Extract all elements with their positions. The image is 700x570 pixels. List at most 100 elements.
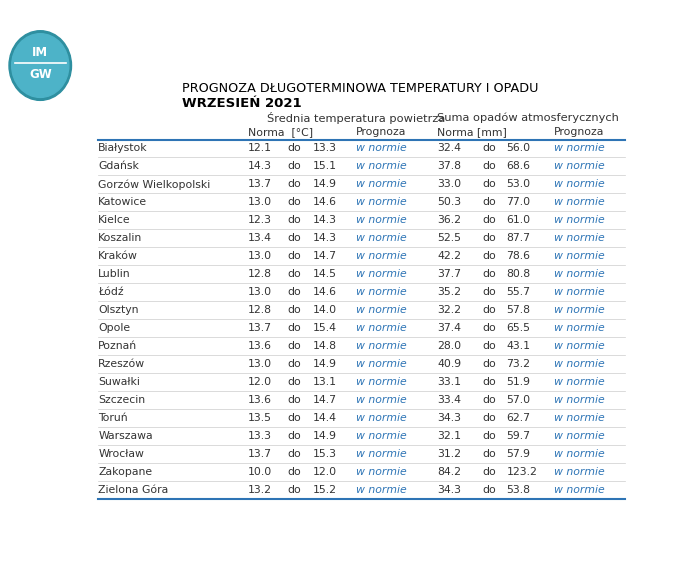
Text: 14.6: 14.6 xyxy=(313,197,337,207)
Text: Gdańsk: Gdańsk xyxy=(98,161,139,172)
Text: 37.8: 37.8 xyxy=(438,161,461,172)
Text: Warszawa: Warszawa xyxy=(98,431,153,441)
Text: 13.7: 13.7 xyxy=(248,449,272,459)
Text: 33.4: 33.4 xyxy=(438,396,461,405)
Text: 14.9: 14.9 xyxy=(313,431,337,441)
Text: do: do xyxy=(287,306,301,315)
Text: do: do xyxy=(287,377,301,388)
Text: w normie: w normie xyxy=(356,270,407,279)
Text: Rzeszów: Rzeszów xyxy=(98,360,146,369)
Text: 15.1: 15.1 xyxy=(313,161,337,172)
Text: GW: GW xyxy=(29,68,52,81)
Text: do: do xyxy=(482,431,496,441)
Text: 13.0: 13.0 xyxy=(248,287,272,298)
Text: 13.1: 13.1 xyxy=(313,377,337,388)
Text: w normie: w normie xyxy=(554,251,605,262)
Text: do: do xyxy=(287,197,301,207)
Circle shape xyxy=(9,31,71,100)
Text: Suma opadów atmosferycznych: Suma opadów atmosferycznych xyxy=(438,112,620,123)
Text: 15.2: 15.2 xyxy=(313,486,337,495)
Text: Białystok: Białystok xyxy=(98,144,148,153)
Text: Zielona Góra: Zielona Góra xyxy=(98,486,169,495)
Text: PROGNOZA DŁUGOTERMINOWA TEMPERATURY I OPADU: PROGNOZA DŁUGOTERMINOWA TEMPERATURY I OP… xyxy=(183,83,539,95)
Text: w normie: w normie xyxy=(356,341,407,352)
Text: do: do xyxy=(482,341,496,352)
Text: 14.9: 14.9 xyxy=(313,360,337,369)
Text: w normie: w normie xyxy=(356,306,407,315)
Text: Prognoza: Prognoza xyxy=(554,127,604,137)
Text: 57.9: 57.9 xyxy=(506,449,531,459)
Text: Olsztyn: Olsztyn xyxy=(98,306,139,315)
Text: w normie: w normie xyxy=(356,486,407,495)
Text: w normie: w normie xyxy=(554,467,605,478)
Text: 14.6: 14.6 xyxy=(313,287,337,298)
Text: w normie: w normie xyxy=(554,377,605,388)
Text: 14.7: 14.7 xyxy=(313,396,337,405)
Text: do: do xyxy=(482,161,496,172)
Text: 33.0: 33.0 xyxy=(438,180,461,189)
Text: Opole: Opole xyxy=(98,323,130,333)
Text: Kielce: Kielce xyxy=(98,215,131,226)
Text: 14.0: 14.0 xyxy=(313,306,337,315)
Text: do: do xyxy=(287,467,301,478)
Text: Koszalin: Koszalin xyxy=(98,234,143,243)
Text: 52.5: 52.5 xyxy=(438,234,461,243)
Text: w normie: w normie xyxy=(356,234,407,243)
Text: w normie: w normie xyxy=(554,341,605,352)
Text: w normie: w normie xyxy=(554,270,605,279)
Text: 32.4: 32.4 xyxy=(438,144,461,153)
Text: w normie: w normie xyxy=(554,287,605,298)
Text: w normie: w normie xyxy=(356,323,407,333)
Text: 33.1: 33.1 xyxy=(438,377,461,388)
Text: w normie: w normie xyxy=(356,161,407,172)
Text: 123.2: 123.2 xyxy=(506,467,537,478)
Text: Poznań: Poznań xyxy=(98,341,137,352)
Text: 14.7: 14.7 xyxy=(313,251,337,262)
Text: Lublin: Lublin xyxy=(98,270,131,279)
Text: Norma  [°C]: Norma [°C] xyxy=(248,127,313,137)
Text: 12.8: 12.8 xyxy=(248,306,272,315)
Text: 12.3: 12.3 xyxy=(248,215,272,226)
Text: IM: IM xyxy=(32,46,48,59)
Text: 84.2: 84.2 xyxy=(438,467,461,478)
Text: 53.8: 53.8 xyxy=(506,486,531,495)
Text: 13.3: 13.3 xyxy=(248,431,272,441)
Text: w normie: w normie xyxy=(554,234,605,243)
Text: w normie: w normie xyxy=(356,197,407,207)
Text: w normie: w normie xyxy=(554,215,605,226)
Text: Zakopane: Zakopane xyxy=(98,467,153,478)
Text: 57.0: 57.0 xyxy=(506,396,531,405)
Text: 68.6: 68.6 xyxy=(506,161,531,172)
Text: do: do xyxy=(482,396,496,405)
Text: 13.3: 13.3 xyxy=(313,144,337,153)
Text: 65.5: 65.5 xyxy=(506,323,531,333)
Text: 32.1: 32.1 xyxy=(438,431,461,441)
Text: do: do xyxy=(482,306,496,315)
Text: 40.9: 40.9 xyxy=(438,360,461,369)
Text: 13.7: 13.7 xyxy=(248,180,272,189)
Text: Wrocław: Wrocław xyxy=(98,449,144,459)
Text: do: do xyxy=(287,180,301,189)
Text: 13.0: 13.0 xyxy=(248,197,272,207)
Text: 43.1: 43.1 xyxy=(506,341,531,352)
Text: 13.2: 13.2 xyxy=(248,486,272,495)
Text: w normie: w normie xyxy=(554,413,605,424)
Text: do: do xyxy=(287,287,301,298)
Text: 10.0: 10.0 xyxy=(248,467,272,478)
Text: w normie: w normie xyxy=(356,215,407,226)
Text: 13.4: 13.4 xyxy=(248,234,272,243)
Text: 34.3: 34.3 xyxy=(438,486,461,495)
Text: 15.4: 15.4 xyxy=(313,323,337,333)
Text: Średnia temperatura powietrza: Średnia temperatura powietrza xyxy=(267,112,444,124)
Text: 57.8: 57.8 xyxy=(506,306,531,315)
Text: do: do xyxy=(287,341,301,352)
Text: 87.7: 87.7 xyxy=(506,234,531,243)
Text: do: do xyxy=(287,486,301,495)
Text: do: do xyxy=(287,396,301,405)
Text: do: do xyxy=(482,486,496,495)
Text: 59.7: 59.7 xyxy=(506,431,531,441)
Text: w normie: w normie xyxy=(554,431,605,441)
Text: do: do xyxy=(287,449,301,459)
Text: 32.2: 32.2 xyxy=(438,306,461,315)
Text: 35.2: 35.2 xyxy=(438,287,461,298)
